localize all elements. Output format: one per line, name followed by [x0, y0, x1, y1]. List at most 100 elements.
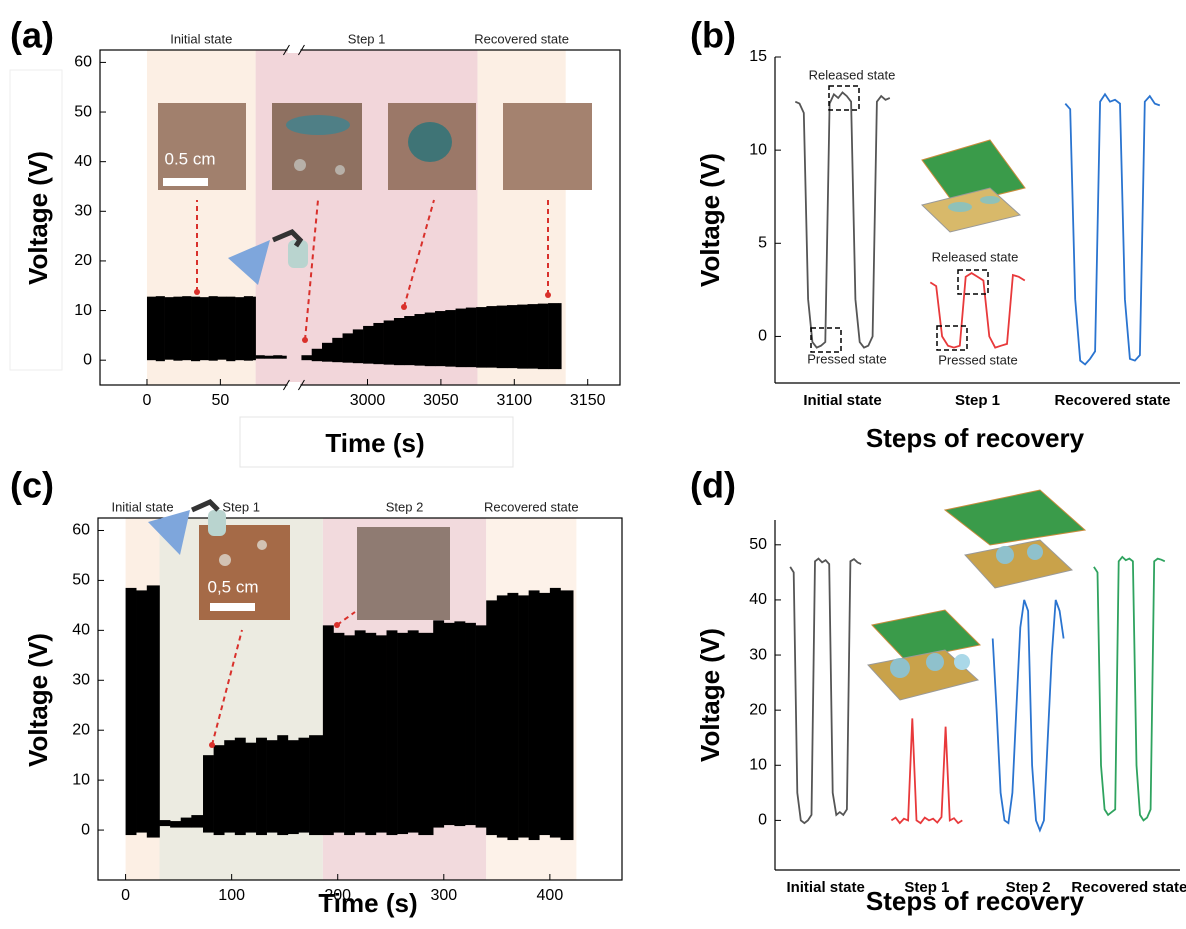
signal-envelope	[267, 740, 278, 832]
x-tick-label: 3100	[497, 392, 533, 409]
signal-envelope	[343, 333, 354, 362]
droplet	[996, 546, 1014, 564]
signal-envelope	[203, 755, 214, 832]
signal-envelope	[301, 355, 312, 360]
waveform	[1065, 94, 1160, 364]
signal-envelope	[444, 623, 455, 825]
signal-envelope	[353, 329, 364, 363]
signal-envelope	[418, 633, 433, 835]
droplet	[926, 653, 944, 671]
y-tick-label: 10	[72, 771, 90, 788]
waveform	[993, 600, 1064, 830]
signal-envelope	[256, 738, 267, 835]
x-tick-label: Recovered state	[1071, 879, 1186, 896]
scale-bar	[163, 178, 208, 186]
signal-envelope	[384, 320, 395, 364]
y-axis-title: Voltage (V)	[23, 151, 53, 285]
signal-envelope	[182, 296, 191, 360]
signal-envelope	[394, 318, 405, 365]
annotation: Pressed state	[938, 352, 1018, 367]
photo	[503, 103, 592, 190]
y-tick-label: 40	[74, 153, 92, 170]
signal-envelope	[486, 600, 497, 835]
axis-break	[287, 47, 300, 53]
signal-envelope	[273, 355, 282, 358]
region-label: Recovered state	[484, 499, 579, 514]
signal-envelope	[454, 621, 465, 826]
panel-label: (b)	[690, 15, 736, 56]
y-tick-label: 30	[72, 671, 90, 688]
signal-envelope	[465, 623, 476, 825]
droplet	[408, 122, 452, 162]
signal-envelope	[517, 305, 528, 369]
signal-envelope	[298, 738, 309, 833]
signal-envelope	[126, 588, 137, 835]
signal-envelope	[365, 633, 376, 835]
y-tick-label: 0	[81, 821, 90, 838]
x-tick-label: 50	[211, 392, 229, 409]
x-tick-label: Recovered state	[1055, 392, 1171, 409]
spray-bottle	[208, 510, 226, 536]
y-tick-label: 20	[74, 252, 92, 269]
signal-envelope	[224, 740, 235, 832]
waveform	[1094, 557, 1165, 821]
signal-envelope	[160, 820, 171, 826]
signal-envelope	[538, 304, 549, 370]
y-tick-label: 40	[72, 622, 90, 639]
waveform	[795, 92, 890, 347]
signal-envelope	[209, 296, 218, 361]
signal-envelope	[147, 297, 156, 361]
signal-envelope	[433, 620, 444, 827]
signal-envelope	[497, 306, 508, 369]
signal-envelope	[363, 326, 374, 364]
signal-envelope	[217, 297, 226, 360]
x-tick-label: 100	[218, 887, 245, 904]
signal-envelope	[191, 297, 200, 362]
droplet	[1027, 544, 1043, 560]
signal-envelope	[355, 630, 366, 832]
signal-envelope	[528, 304, 539, 369]
y-axis-title: Voltage (V)	[695, 153, 725, 287]
droplet	[257, 540, 267, 550]
x-tick-label: 400	[537, 887, 564, 904]
signal-envelope	[323, 625, 334, 835]
signal-envelope	[288, 740, 299, 834]
y-tick-label: 60	[74, 54, 92, 71]
y-tick-label: 0	[758, 812, 767, 829]
signal-envelope	[244, 296, 253, 361]
signal-envelope	[497, 595, 508, 837]
signal-envelope	[560, 590, 573, 840]
x-axis-title: Steps of recovery	[866, 886, 1085, 916]
signal-envelope	[539, 593, 550, 835]
signal-envelope	[373, 323, 384, 364]
signal-envelope	[245, 743, 256, 833]
region-label: Step 2	[386, 499, 424, 514]
y-tick-label: 30	[749, 646, 767, 663]
axis-break	[287, 382, 300, 388]
annotation: 0,5 cm	[207, 577, 258, 596]
y-tick-label: 10	[749, 756, 767, 773]
y-axis-title: Voltage (V)	[23, 633, 53, 767]
signal-envelope	[253, 297, 256, 361]
region-label: Initial state	[170, 31, 232, 46]
signal-envelope	[322, 343, 333, 362]
y-tick-label: 50	[72, 572, 90, 589]
signal-envelope	[214, 745, 225, 835]
photo	[357, 527, 450, 620]
x-tick-label: 0	[121, 887, 130, 904]
signal-envelope	[282, 356, 287, 359]
waveform	[790, 559, 861, 824]
signal-envelope	[181, 818, 192, 828]
y-tick-label: 10	[74, 302, 92, 319]
y-tick-label: 20	[72, 721, 90, 738]
signal-envelope	[445, 310, 456, 367]
photo	[158, 103, 246, 190]
region-label: Initial state	[111, 499, 173, 514]
panel-label: (c)	[10, 465, 54, 506]
signal-envelope	[550, 588, 561, 838]
signal-envelope	[529, 590, 540, 840]
signal-envelope	[235, 297, 244, 360]
y-tick-label: 0	[758, 328, 767, 345]
signal-envelope	[404, 316, 415, 365]
region-label: Step 1	[348, 31, 386, 46]
